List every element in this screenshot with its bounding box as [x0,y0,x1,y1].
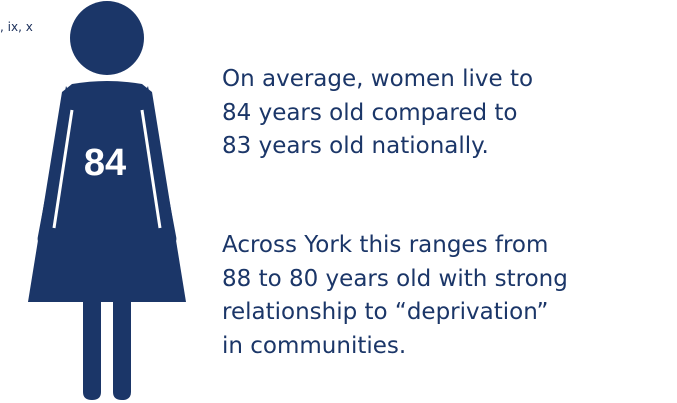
text-line: Across York this ranges from [222,232,549,258]
arm-gap [52,109,74,229]
text-line: 83 years old nationally. [222,133,489,159]
head [70,1,144,75]
right-leg [113,300,131,400]
text-line: relationship to “deprivation” [222,299,549,325]
figure-value: 84 [84,142,126,184]
paragraph: On average, women live to 84 years old co… [222,63,533,164]
arm-gap [140,109,162,229]
text-line: On average, women live to [222,66,534,92]
paragraph: Across York this ranges from 88 to 80 yea… [222,229,568,363]
text-line: 84 years old compared to [222,99,518,126]
dress [28,81,186,302]
text-line: in communities. [222,332,407,359]
woman-icon: 84 [28,1,186,400]
text-line: 88 to 80 years old with strong [222,265,568,292]
corner-text: , ix, x [0,20,33,34]
left-leg [83,300,101,400]
